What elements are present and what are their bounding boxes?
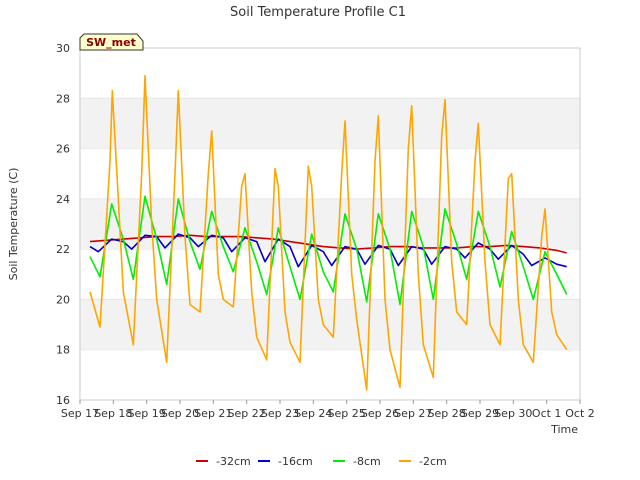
y-tick-label: 18 xyxy=(56,344,70,357)
legend: -32cm -16cm -8cm -2cm xyxy=(196,455,447,468)
y-axis-ticks: 16 18 20 22 24 26 28 30 xyxy=(56,42,70,407)
y-tick-label: 30 xyxy=(56,42,70,55)
x-tick-label: Sep 21 xyxy=(194,407,232,420)
station-badge: SW_met xyxy=(79,33,144,51)
legend-label: -8cm xyxy=(353,455,381,468)
grid-band xyxy=(80,198,580,250)
x-tick-label: Sep 26 xyxy=(361,407,399,420)
x-tick-label: Sep 28 xyxy=(428,407,466,420)
plot-frame xyxy=(79,47,581,401)
y-tick-label: 16 xyxy=(56,394,70,407)
y-tick-label: 26 xyxy=(56,143,70,156)
x-tick-label: Sep 29 xyxy=(461,407,499,420)
x-axis-label: Time xyxy=(550,423,578,436)
series-line-minus-2cm xyxy=(89,74,568,391)
x-tick-label: Sep 19 xyxy=(128,407,166,420)
x-tick-label: Sep 25 xyxy=(328,407,366,420)
y-tick-label: 24 xyxy=(56,193,70,206)
series-lines xyxy=(89,74,568,391)
x-tick-label: Sep 30 xyxy=(494,407,532,420)
chart-title: Soil Temperature Profile C1 xyxy=(230,5,406,20)
series-line-minus-16cm xyxy=(89,233,567,268)
y-tick-label: 22 xyxy=(56,243,70,256)
x-tick-label: Oct 1 xyxy=(532,407,562,420)
legend-label: -16cm xyxy=(278,455,313,468)
y-tick-label: 28 xyxy=(56,92,70,105)
grid-band xyxy=(80,98,580,149)
x-tick-label: Sep 22 xyxy=(228,407,266,420)
x-tick-label: Sep 20 xyxy=(161,407,199,420)
legend-label: -32cm xyxy=(216,455,251,468)
x-tick-label: Sep 18 xyxy=(94,407,132,420)
series-line-minus-32cm xyxy=(89,234,567,254)
y-tick-label: 20 xyxy=(56,293,70,306)
x-tick-label: Sep 17 xyxy=(61,407,99,420)
legend-label: -2cm xyxy=(419,455,447,468)
x-tick-label: Sep 24 xyxy=(294,407,332,420)
series-line-minus-8cm xyxy=(89,195,568,306)
grid-band xyxy=(80,299,580,350)
x-tick-label: Oct 2 xyxy=(565,407,595,420)
grid-bands xyxy=(80,47,580,351)
x-tick-label: Sep 27 xyxy=(394,407,432,420)
y-axis-label: Soil Temperature (C) xyxy=(7,168,20,281)
station-badge-shape xyxy=(79,33,144,51)
x-tick-label: Sep 23 xyxy=(261,407,299,420)
station-badge-label: SW_met xyxy=(86,36,136,49)
